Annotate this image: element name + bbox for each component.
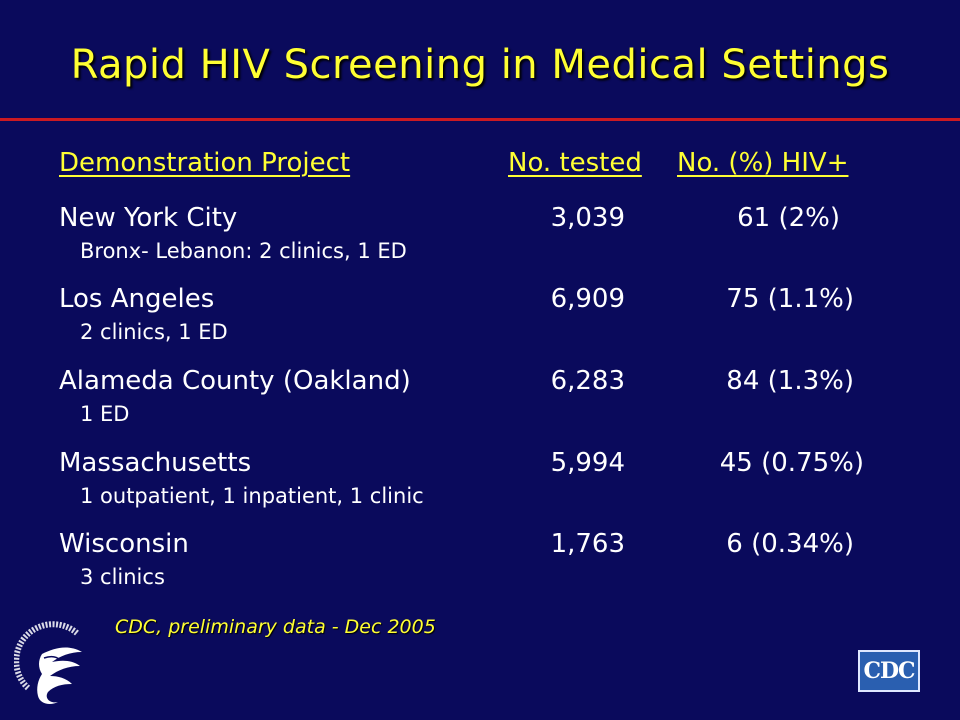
title-divider — [0, 118, 960, 121]
hiv-positive-count: 75 (1.1%) — [726, 284, 854, 314]
header-demonstration-project: Demonstration Project — [59, 148, 351, 178]
site-name: Alameda County (Oakland) — [59, 366, 411, 396]
hiv-positive-count: 61 (2%) — [737, 203, 840, 233]
header-number-tested: No. tested — [508, 148, 642, 178]
tested-count: 3,039 — [550, 203, 625, 233]
tested-count: 5,994 — [550, 448, 625, 478]
hiv-positive-count: 6 (0.34%) — [726, 529, 854, 559]
table-row: Massachusetts 1 outpatient, 1 inpatient,… — [0, 448, 960, 530]
site-detail: Bronx- Lebanon: 2 clinics, 1 ED — [80, 239, 407, 263]
table-row: Wisconsin 3 clinics 1,763 6 (0.34%) — [0, 529, 960, 611]
site-detail: 1 outpatient, 1 inpatient, 1 clinic — [80, 484, 424, 508]
tested-count: 1,763 — [550, 529, 625, 559]
site-name: Wisconsin — [59, 529, 189, 559]
site-name: Massachusetts — [59, 448, 252, 478]
site-detail: 3 clinics — [80, 565, 165, 589]
tested-count: 6,283 — [550, 366, 625, 396]
hhs-eagle-seal-icon — [14, 621, 82, 704]
site-detail: 1 ED — [80, 402, 130, 426]
slide-title: Rapid HIV Screening in Medical Settings — [70, 42, 890, 88]
table-row: Los Angeles 2 clinics, 1 ED 6,909 75 (1.… — [0, 284, 960, 366]
tested-count: 6,909 — [550, 284, 625, 314]
site-name: Los Angeles — [59, 284, 215, 314]
cdc-logo: CDC — [858, 650, 920, 692]
hiv-positive-count: 45 (0.75%) — [719, 448, 864, 478]
cdc-logo-text: CDC — [863, 658, 915, 684]
site-name: New York City — [59, 203, 238, 233]
site-detail: 2 clinics, 1 ED — [80, 320, 228, 344]
table-row: Alameda County (Oakland) 1 ED 6,283 84 (… — [0, 366, 960, 448]
header-number-hiv-positive: No. (%) HIV+ — [677, 148, 849, 178]
hiv-positive-count: 84 (1.3%) — [726, 366, 854, 396]
data-source-note: CDC, preliminary data - Dec 2005 — [115, 616, 436, 638]
table-row: New York City Bronx- Lebanon: 2 clinics,… — [0, 203, 960, 285]
